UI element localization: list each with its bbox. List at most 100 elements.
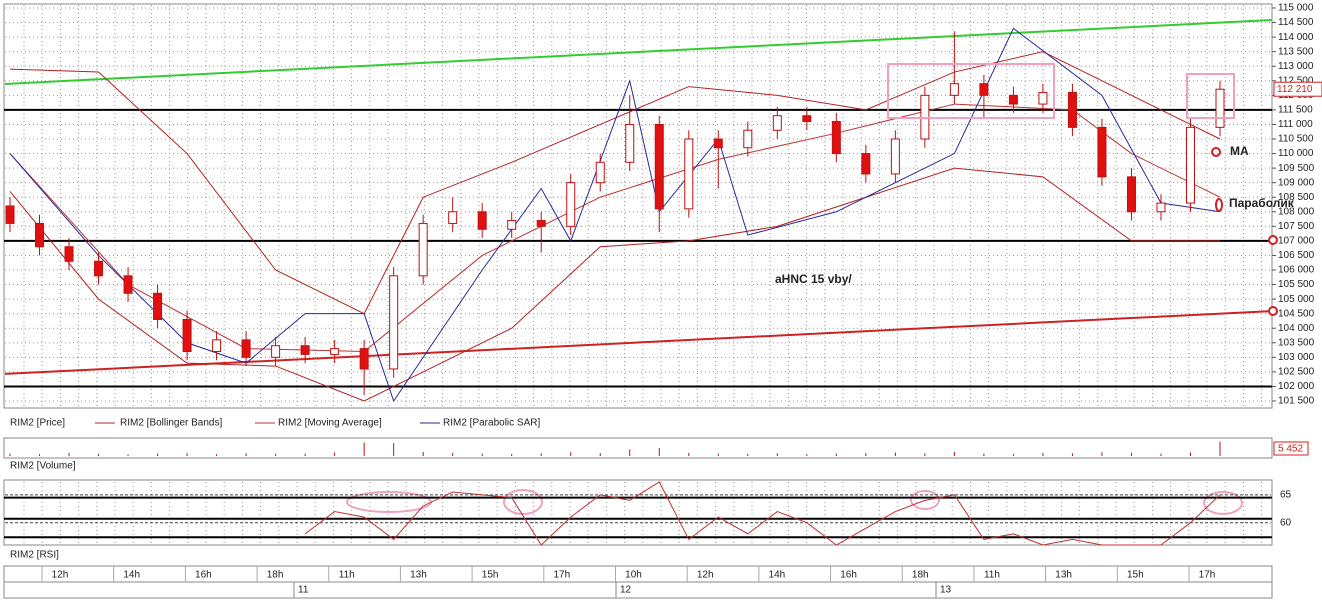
candle-body (35, 222, 45, 248)
candle-body (330, 348, 340, 355)
candle-body (625, 123, 635, 163)
legend-entry: RIM2 [Bollinger Bands] (120, 418, 222, 429)
y-tick-label: 105 500 (1278, 279, 1315, 290)
legend-entry: RIM2 [Price] (10, 418, 65, 429)
candle-body (153, 292, 163, 320)
y-tick-label: 113 500 (1278, 46, 1314, 57)
time-label: 14h (769, 570, 786, 581)
y-tick-label: 114 500 (1278, 17, 1314, 28)
bollinger-upper (9, 51, 1221, 315)
candle-body (1008, 94, 1018, 105)
candle-body (1215, 88, 1225, 128)
rsi-tick-label: 65 (1280, 489, 1292, 500)
date-label: 11 (298, 585, 309, 596)
date-label: 13 (940, 585, 952, 596)
y-tick-label: 110 000 (1278, 148, 1314, 159)
candle-body (507, 220, 517, 230)
marker (1215, 198, 1223, 212)
candle-body (389, 275, 399, 370)
highlight-box (887, 63, 1055, 119)
candle-body (1126, 176, 1136, 213)
time-label: 10h (625, 570, 642, 581)
y-tick-label: 103 500 (1278, 337, 1315, 348)
highlight-box (1186, 73, 1235, 119)
candle-body (684, 138, 694, 210)
marker (1211, 147, 1221, 157)
candle-body (241, 339, 251, 358)
candle-body (831, 121, 841, 155)
time-label: 13h (1055, 570, 1072, 581)
candle-body (802, 115, 812, 123)
y-tick-label: 108 500 (1278, 192, 1315, 203)
trend-line (4, 18, 1272, 85)
candle-body (182, 318, 192, 353)
y-tick-label: 105 000 (1278, 294, 1315, 305)
candle-body (5, 205, 15, 224)
time-label: 15h (1127, 570, 1144, 581)
annotation: Параболик (1229, 196, 1295, 210)
y-tick-label: 104 500 (1278, 308, 1315, 319)
candle-body (772, 115, 782, 131)
y-tick-label: 111 500 (1278, 105, 1313, 116)
candle-body (64, 246, 74, 262)
candle-body (212, 339, 222, 353)
candle-body (1156, 202, 1166, 213)
y-tick-label: 112 500 (1278, 75, 1314, 86)
time-label: 16h (195, 570, 212, 581)
volume-panel (3, 437, 1273, 459)
y-tick-label: 110 500 (1278, 134, 1314, 145)
trend-line (4, 310, 1272, 375)
panel-label: RIM2 [Volume] (10, 461, 76, 472)
time-label: 16h (840, 570, 857, 581)
highlight-ellipse (910, 490, 940, 510)
marker (1268, 235, 1278, 245)
time-label: 14h (123, 570, 140, 581)
candle-body (477, 211, 487, 230)
y-tick-label: 102 500 (1278, 367, 1315, 378)
rsi-panel (3, 479, 1273, 546)
marker (1268, 306, 1278, 316)
candle-body (861, 153, 871, 175)
time-label: 12h (697, 570, 714, 581)
y-tick-label: 108 000 (1278, 206, 1315, 217)
candle-body (566, 182, 576, 227)
panel-label: RIM2 [RSI] (10, 550, 59, 561)
last-price-box (1273, 81, 1322, 97)
y-tick-label: 115 000 (1278, 3, 1314, 14)
price-panel (3, 3, 1273, 409)
time-label: 18h (912, 570, 929, 581)
candle-body (1185, 126, 1195, 204)
y-tick-label: 109 000 (1278, 177, 1315, 188)
candle-body (359, 348, 369, 370)
candle-body (418, 222, 428, 277)
time-label: 17h (1199, 570, 1216, 581)
candle-body (94, 260, 104, 277)
annotation: aHNC 15 vby/ (775, 272, 852, 286)
candle-body (123, 275, 133, 294)
time-label: 12h (52, 570, 69, 581)
y-tick-label: 107 000 (1278, 236, 1315, 247)
annotation: MA (1230, 144, 1249, 158)
y-tick-label: 104 000 (1278, 323, 1315, 334)
date-label: 12 (620, 585, 632, 596)
last-price-label: 112 210 (1277, 84, 1313, 95)
candle-body (949, 83, 959, 96)
highlight-ellipse (1203, 491, 1243, 515)
y-tick-label: 107 500 (1278, 221, 1315, 232)
candle-body (979, 83, 989, 96)
rsi-tick-label: 60 (1280, 517, 1292, 528)
candle-body (595, 161, 605, 184)
time-label: 18h (267, 570, 284, 581)
candle-body (1097, 126, 1107, 178)
candle-body (743, 129, 753, 149)
volume-value: 5 452 (1278, 444, 1303, 455)
y-tick-label: 106 000 (1278, 265, 1315, 276)
y-tick-label: 114 000 (1278, 32, 1314, 43)
candle-body (271, 345, 281, 358)
y-tick-label: 109 500 (1278, 163, 1315, 174)
candle-body (536, 220, 546, 227)
candle-body (1038, 91, 1048, 105)
time-label: 15h (482, 570, 499, 581)
candle-body (713, 138, 723, 149)
